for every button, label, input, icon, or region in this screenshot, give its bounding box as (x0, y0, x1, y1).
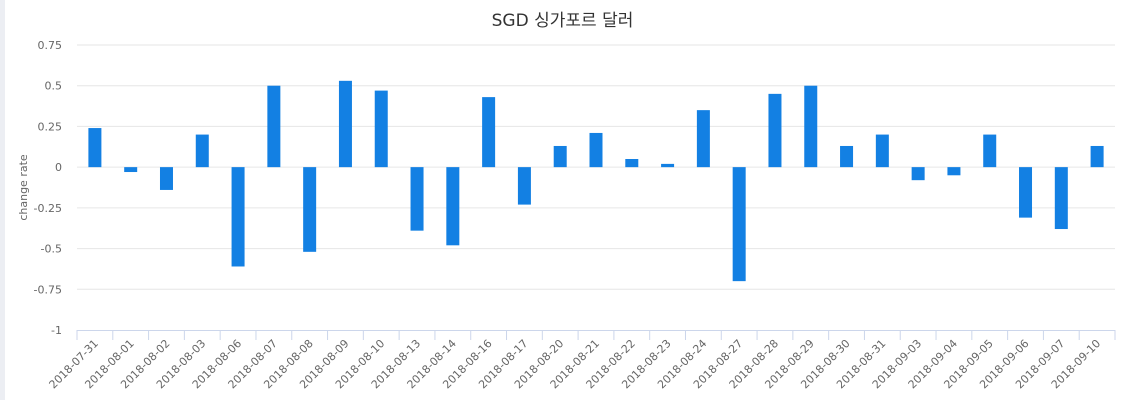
bar (195, 134, 209, 168)
bar (983, 134, 997, 168)
bar (88, 128, 102, 168)
bar (231, 167, 245, 267)
y-tick-label: -0.75 (34, 283, 62, 296)
bar (804, 85, 818, 168)
bar (840, 145, 854, 168)
bar (1054, 167, 1068, 230)
bar (625, 159, 639, 168)
bar (410, 167, 424, 231)
bar (1090, 145, 1104, 168)
bar (338, 80, 352, 168)
y-tick-label: -0.25 (34, 202, 62, 215)
y-tick-label: 0 (55, 161, 62, 174)
bar (696, 110, 710, 168)
y-axis-label: change rate (17, 154, 30, 221)
chart-title: SGD 싱가포르 달러 (491, 11, 634, 31)
y-tick-label: 0.75 (38, 39, 63, 52)
bar (446, 167, 460, 246)
bar (303, 167, 317, 252)
bar (482, 97, 496, 168)
bar (517, 167, 531, 205)
left-edge-strip (0, 0, 5, 400)
bar (267, 85, 281, 168)
y-tick-label: 0.25 (38, 120, 63, 133)
bar (947, 167, 961, 176)
bar (768, 93, 782, 168)
bar (661, 163, 675, 168)
bar (732, 167, 746, 282)
y-tick-label: 0.5 (45, 80, 63, 93)
bar (159, 167, 173, 190)
y-tick-label: -0.5 (41, 243, 62, 256)
bar (374, 90, 388, 168)
bar (911, 167, 925, 181)
bar (124, 167, 138, 173)
bar (1019, 167, 1033, 218)
bar (875, 134, 889, 168)
bar (553, 145, 567, 168)
y-tick-label: -1 (51, 324, 62, 337)
bar (589, 132, 603, 168)
